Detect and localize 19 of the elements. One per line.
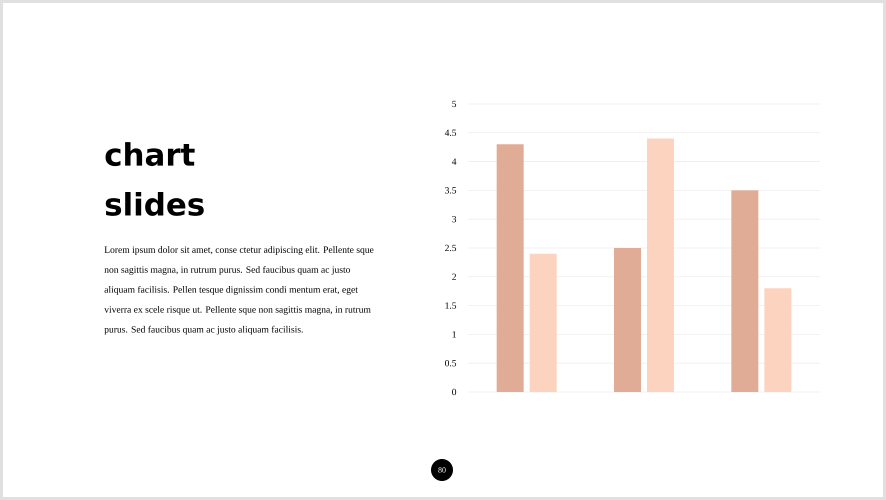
- text: chart slides: [106, 142, 204, 216]
- y-tick-label: 0: [452, 388, 456, 396]
- y-tick-label: 0.5: [445, 360, 456, 366]
- bar: [764, 288, 792, 392]
- bar: [731, 190, 758, 392]
- y-tick-label: 4: [452, 158, 456, 165]
- bar: [530, 254, 557, 392]
- y-tick-label: 2: [452, 274, 456, 280]
- bar: [496, 144, 524, 392]
- y-tick-label: 3.5: [445, 187, 456, 194]
- y-tick-label: 4.5: [444, 130, 456, 136]
- y-tick-label: 1: [452, 331, 456, 338]
- y-tick-label: 3: [452, 216, 456, 222]
- y-tick-label: 2.5: [445, 244, 456, 252]
- bar: [647, 138, 674, 392]
- text: Lorem ipsum dolor sit amet, conse ctetur adipiscing elit. Pellente sque non sagittis magna, in rutrum purus. Sed faucibus quam ac justo aliquam facilisis. Pellen tesque dignissim condi mentum erat, eget viverra ex scele risque ut. Pellente sque non sagittis magna, in rutrum purus. Sed faucibus quam ac justo aliquam facilisis.: [104, 246, 374, 335]
- y-tick-label: 1.5: [445, 302, 456, 309]
- y-tick-label: 5: [452, 100, 456, 108]
- bar: [614, 248, 642, 392]
